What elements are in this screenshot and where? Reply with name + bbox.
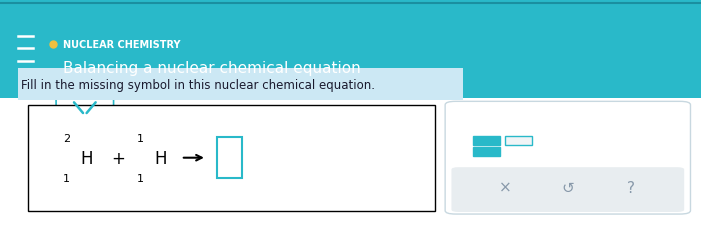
FancyBboxPatch shape bbox=[0, 0, 701, 98]
FancyBboxPatch shape bbox=[28, 105, 435, 211]
Text: NUCLEAR CHEMISTRY: NUCLEAR CHEMISTRY bbox=[63, 40, 181, 50]
FancyBboxPatch shape bbox=[473, 137, 500, 145]
FancyBboxPatch shape bbox=[451, 167, 684, 212]
Text: 2: 2 bbox=[63, 133, 70, 143]
Text: 1: 1 bbox=[137, 173, 144, 183]
FancyBboxPatch shape bbox=[56, 85, 114, 131]
Text: 1: 1 bbox=[63, 173, 70, 183]
FancyBboxPatch shape bbox=[473, 147, 500, 156]
Text: H: H bbox=[81, 149, 93, 167]
Text: Fill in the missing symbol in this nuclear chemical equation.: Fill in the missing symbol in this nucle… bbox=[21, 78, 375, 91]
Text: Balancing a nuclear chemical equation: Balancing a nuclear chemical equation bbox=[63, 61, 361, 76]
FancyBboxPatch shape bbox=[18, 69, 463, 101]
Text: H: H bbox=[154, 149, 167, 167]
FancyBboxPatch shape bbox=[445, 102, 690, 214]
Text: +: + bbox=[111, 149, 125, 167]
Text: ↺: ↺ bbox=[562, 180, 574, 195]
Text: 1: 1 bbox=[137, 133, 144, 143]
FancyBboxPatch shape bbox=[505, 137, 532, 145]
Text: ×: × bbox=[498, 180, 511, 195]
Text: ?: ? bbox=[627, 180, 634, 195]
FancyBboxPatch shape bbox=[217, 137, 242, 179]
